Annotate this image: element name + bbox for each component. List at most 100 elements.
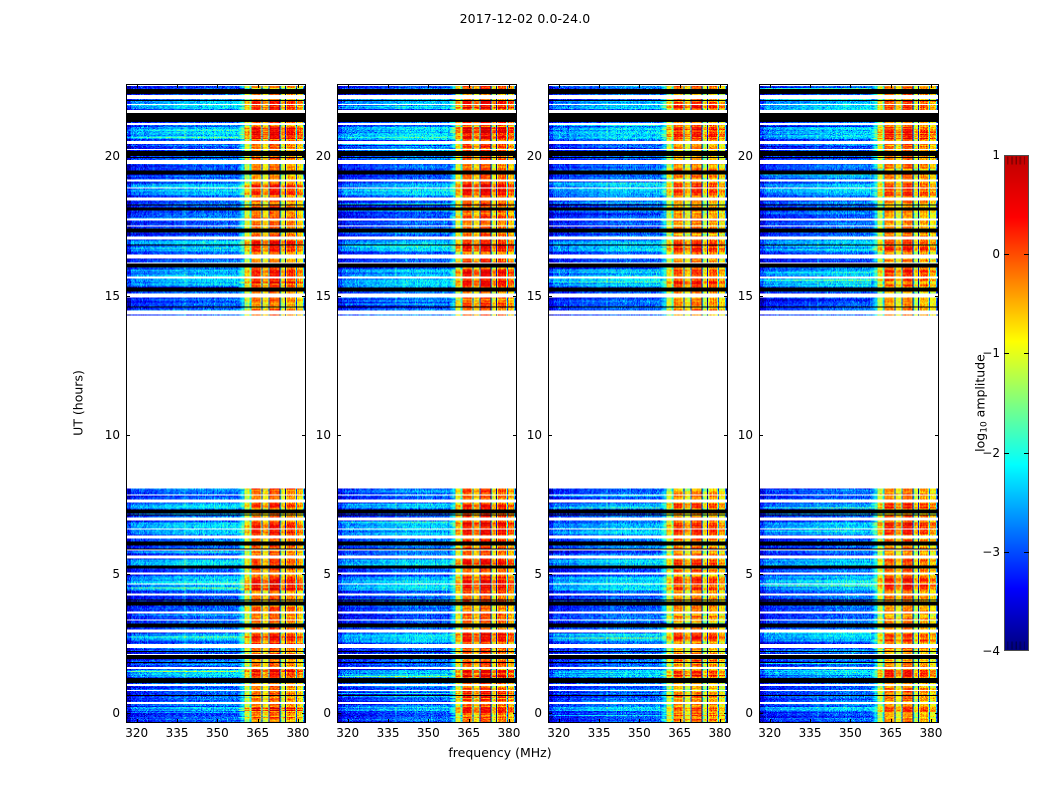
y-tick-mark-right-xy-4 (724, 156, 728, 157)
y-tick-mark-right-xx-0 (302, 713, 306, 714)
x-tick-label-yy-3: 365 (457, 726, 481, 740)
colorbar[interactable]: 1 0 −1 −2 −3 −4 (982, 148, 1029, 658)
x-tick-mark-top-yx-1 (810, 84, 811, 88)
x-tick-mark-top-yx-3 (891, 84, 892, 88)
y-tick-mark-xy-2 (548, 435, 552, 436)
x-axis-label: frequency (MHz) (448, 745, 552, 760)
y-tick-mark-right-xx-1 (302, 574, 306, 575)
colorbar-label-subscript: 10 (979, 421, 990, 433)
colorbar-tick-label-0: 1 (992, 148, 1000, 162)
x-tick-mark-xy-2 (639, 719, 640, 723)
y-tick-label-xy-2: 10 (526, 427, 542, 442)
y-tick-mark-xy-0 (548, 713, 552, 714)
y-tick-mark-yy-2 (337, 435, 341, 436)
colorbar-tick-mark-3 (1004, 453, 1009, 454)
waterfall-image-xx (127, 85, 305, 722)
y-tick-mark-yx-3 (759, 296, 763, 297)
y-tick-mark-xx-0 (126, 713, 130, 714)
x-tick-mark-top-yy-1 (388, 84, 389, 88)
x-tick-mark-xy-3 (680, 719, 681, 723)
x-tick-label-yy-2: 350 (416, 726, 440, 740)
y-tick-mark-right-yx-3 (935, 296, 939, 297)
x-tick-mark-yy-1 (388, 719, 389, 723)
colorbar-tick-mark-right-1 (1024, 254, 1029, 255)
y-tick-mark-xy-1 (548, 574, 552, 575)
panel-yy[interactable]: YY, V1*V4=EA10*EA05 (337, 84, 517, 723)
x-tick-label-yx-2: 350 (838, 726, 862, 740)
y-tick-label-xy-1: 5 (534, 567, 542, 582)
x-tick-label-xx-3: 365 (246, 726, 270, 740)
y-tick-mark-right-yy-2 (513, 435, 517, 436)
x-tick-mark-yx-4 (931, 719, 932, 723)
y-tick-mark-right-yy-1 (513, 574, 517, 575)
x-tick-mark-yy-0 (348, 719, 349, 723)
x-tick-label-xy-1: 335 (587, 726, 611, 740)
y-tick-mark-xx-4 (126, 156, 130, 157)
x-tick-label-yx-4: 380 (919, 726, 943, 740)
x-tick-label-yy-4: 380 (497, 726, 521, 740)
x-tick-mark-top-yy-3 (469, 84, 470, 88)
x-tick-mark-top-yy-2 (428, 84, 429, 88)
panel-yx[interactable]: YX, V1*V4=EA10*EA05 (759, 84, 939, 723)
x-tick-label-xy-0: 320 (547, 726, 571, 740)
y-tick-mark-xy-3 (548, 296, 552, 297)
x-tick-label-yx-0: 320 (758, 726, 782, 740)
x-tick-mark-top-xx-3 (258, 84, 259, 88)
x-tick-mark-yx-3 (891, 719, 892, 723)
x-tick-mark-top-xy-3 (680, 84, 681, 88)
y-tick-mark-yy-4 (337, 156, 341, 157)
waterfall-image-yx (760, 85, 938, 722)
y-tick-label-yy-2: 10 (315, 427, 331, 442)
y-tick-mark-right-xx-4 (302, 156, 306, 157)
colorbar-tick-mark-2 (1004, 353, 1009, 354)
x-tick-mark-xy-1 (599, 719, 600, 723)
x-tick-mark-top-yx-2 (850, 84, 851, 88)
y-tick-mark-yy-0 (337, 713, 341, 714)
panel-xy[interactable]: XY, V1*V4=EA10*EA05 (548, 84, 728, 723)
figure-suptitle: 2017-12-02 0.0-24.0 (459, 11, 591, 26)
y-tick-mark-right-xy-2 (724, 435, 728, 436)
x-tick-mark-xx-1 (177, 719, 178, 723)
y-tick-label-yx-1: 5 (745, 567, 753, 582)
y-tick-label-xx-2: 10 (104, 427, 120, 442)
x-tick-label-xx-4: 380 (286, 726, 310, 740)
y-tick-mark-right-yx-2 (935, 435, 939, 436)
colorbar-tick-label-2: −1 (982, 346, 1000, 361)
x-tick-mark-top-xy-4 (720, 84, 721, 88)
y-tick-mark-right-xy-3 (724, 296, 728, 297)
y-tick-label-yx-3: 15 (737, 288, 753, 303)
y-tick-mark-xy-4 (548, 156, 552, 157)
y-tick-mark-yy-3 (337, 296, 341, 297)
waterfall-image-yy (338, 85, 516, 722)
x-tick-mark-top-yy-4 (509, 84, 510, 88)
x-tick-mark-yx-0 (770, 719, 771, 723)
y-tick-mark-right-xy-0 (724, 713, 728, 714)
x-tick-mark-xx-2 (217, 719, 218, 723)
x-tick-label-xx-1: 335 (165, 726, 189, 740)
x-tick-mark-top-yx-4 (931, 84, 932, 88)
y-tick-mark-yx-4 (759, 156, 763, 157)
y-tick-label-xx-1: 5 (112, 567, 120, 582)
colorbar-tick-mark-4 (1004, 552, 1009, 553)
colorbar-gradient (1004, 155, 1029, 651)
y-tick-mark-right-xy-1 (724, 574, 728, 575)
colorbar-tick-mark-1 (1004, 254, 1009, 255)
x-tick-label-yy-0: 320 (336, 726, 360, 740)
x-tick-label-xx-2: 350 (205, 726, 229, 740)
x-tick-mark-yy-4 (509, 719, 510, 723)
colorbar-tick-label-3: −2 (982, 445, 1000, 460)
y-tick-mark-right-xx-3 (302, 296, 306, 297)
x-tick-mark-top-xy-1 (599, 84, 600, 88)
y-tick-label-yy-1: 5 (323, 567, 331, 582)
y-tick-mark-yy-1 (337, 574, 341, 575)
x-tick-label-xy-4: 380 (708, 726, 732, 740)
panel-xx[interactable]: XX, V1*V4=EA10*EA05 (126, 84, 306, 723)
colorbar-label-text: log (972, 432, 988, 452)
y-tick-label-yy-4: 20 (315, 149, 331, 164)
colorbar-tick-label-1: 0 (992, 247, 1000, 262)
y-tick-label-yy-0: 0 (323, 706, 331, 721)
colorbar-tick-label-4: −3 (982, 544, 1000, 559)
colorbar-tick-mark-right-2 (1024, 353, 1029, 354)
y-tick-label-xy-0: 0 (534, 706, 542, 721)
